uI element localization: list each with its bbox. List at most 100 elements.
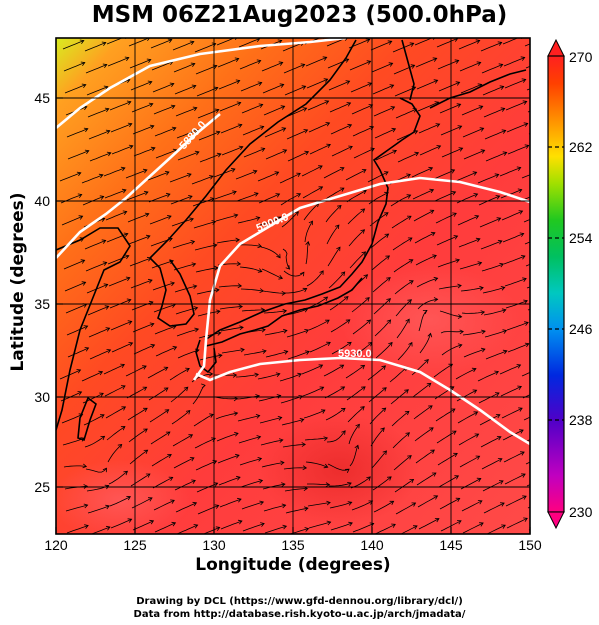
streamline-arrowhead [301, 85, 307, 90]
streamline [281, 211, 299, 228]
streamline-arrowhead [102, 261, 108, 266]
streamline [202, 527, 220, 534]
streamline-arrowhead [453, 235, 459, 240]
streamline-arrowhead [424, 359, 429, 364]
streamline-arrowhead [477, 500, 483, 505]
streamline-arrowhead [522, 100, 528, 105]
streamline [86, 86, 108, 96]
streamline-arrowhead [125, 276, 131, 282]
streamline-arrowhead [407, 455, 412, 460]
streamline [215, 412, 238, 420]
streamline-arrowhead [147, 497, 153, 502]
streamline-arrowhead [519, 232, 525, 237]
streamline [177, 349, 200, 359]
streamline-arrowhead [239, 325, 244, 331]
streamline-arrowhead [339, 167, 345, 172]
streamline-arrowhead [455, 258, 460, 264]
streamline-arrowhead [189, 457, 195, 462]
streamline-arrowhead [127, 122, 133, 128]
streamline-arrowhead [235, 79, 241, 84]
streamline-arrowhead [255, 414, 261, 419]
streamline-arrowhead [404, 410, 410, 416]
streamline-arrowhead [214, 504, 220, 509]
streamline [219, 306, 243, 310]
streamline [397, 152, 419, 163]
streamline [155, 346, 177, 357]
streamline-arrowhead [435, 123, 441, 128]
streamline-arrowhead [83, 325, 89, 330]
streamline [65, 303, 87, 314]
streamline [125, 365, 147, 377]
streamline [105, 211, 127, 221]
streamline-arrowhead [301, 442, 306, 447]
streamline [437, 259, 460, 268]
streamline-arrowhead [472, 389, 478, 394]
streamline-arrowhead [539, 169, 543, 173]
streamline-arrowhead [308, 220, 313, 226]
streamline-arrowhead [83, 127, 89, 133]
streamline-arrowhead [279, 83, 285, 88]
streamline-arrowhead [522, 277, 527, 282]
streamline-arrowhead [283, 350, 289, 355]
streamline-arrowhead [521, 78, 527, 83]
streamline-arrowhead [305, 350, 310, 355]
streamline [172, 434, 193, 447]
streamline-arrowhead [106, 349, 112, 354]
streamline [392, 237, 413, 251]
streamline [60, 194, 82, 204]
streamline-arrowhead [458, 147, 464, 152]
streamline-arrowhead [542, 454, 546, 458]
streamline [301, 364, 323, 375]
colorbar-tick-label: 230 [569, 504, 593, 520]
streamline [346, 386, 366, 401]
x-tick-label: 140 [360, 537, 384, 553]
streamline [438, 81, 460, 92]
streamline [171, 218, 194, 227]
streamline [174, 85, 196, 95]
streamline-arrowhead [213, 482, 219, 487]
streamline [236, 395, 260, 400]
streamline-arrowhead [106, 151, 112, 157]
streamline-arrowhead [385, 255, 391, 260]
streamline [528, 133, 530, 135]
streamline-arrowhead [499, 262, 505, 268]
streamline [301, 165, 323, 177]
streamline [308, 319, 330, 331]
streamline [394, 479, 414, 493]
streamline-arrowhead [81, 83, 87, 89]
streamline-arrowhead [234, 431, 239, 437]
streamline [521, 372, 530, 377]
streamline [84, 240, 106, 250]
streamline-arrowhead [257, 243, 263, 249]
streamline-arrowhead [520, 255, 526, 260]
streamline [216, 432, 239, 442]
streamline-arrowhead [215, 526, 221, 531]
streamline [507, 145, 529, 155]
streamline [65, 504, 88, 512]
streamline [323, 364, 344, 377]
streamline [348, 424, 360, 445]
streamline [149, 215, 172, 225]
streamline [238, 244, 262, 247]
coastline-taiwan [77, 396, 97, 442]
streamline-arrowhead [457, 314, 463, 319]
streamline-arrowhead [498, 480, 504, 485]
streamline-arrowhead [149, 519, 155, 525]
streamline-arrowhead [282, 149, 288, 154]
streamline [353, 148, 375, 159]
streamline [261, 462, 284, 468]
streamline-arrowhead [502, 151, 508, 156]
streamline-arrowhead [542, 235, 546, 239]
streamline-arrowhead [235, 237, 240, 243]
streamline [372, 84, 394, 95]
streamline-arrowhead [171, 521, 177, 527]
streamline [371, 450, 387, 469]
streamline [153, 304, 176, 313]
streamline [504, 79, 526, 89]
streamline [352, 126, 374, 137]
streamline-arrowhead [209, 413, 214, 418]
streamline-arrowhead [481, 329, 486, 335]
streamline-arrowhead [278, 275, 284, 280]
streamline [172, 241, 195, 249]
streamline [108, 277, 130, 287]
